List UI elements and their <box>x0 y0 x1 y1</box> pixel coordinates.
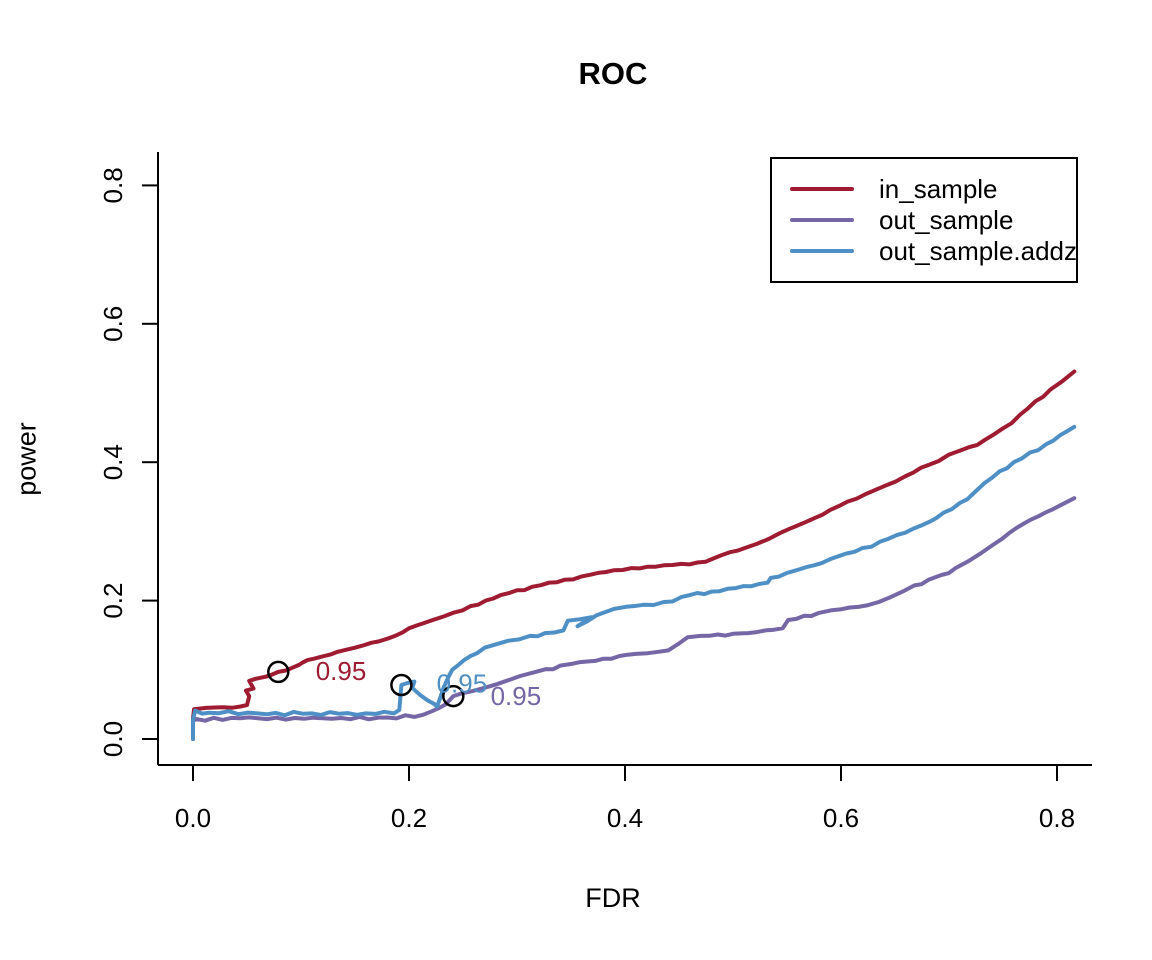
legend-entry: out_sample <box>790 205 1076 236</box>
legend-entry: out_sample.addz <box>790 236 1078 267</box>
threshold-marker <box>442 684 465 708</box>
threshold-label: 0.95 <box>491 681 542 711</box>
legend: in_sample out_sample out_sample.addz <box>770 157 1078 283</box>
threshold-marker <box>390 673 413 697</box>
y-tick-label: 0.6 <box>98 306 128 342</box>
legend-line-swatch <box>790 249 854 253</box>
threshold-label: 0.95 <box>437 669 488 699</box>
y-axis-label: power <box>11 422 42 496</box>
x-tick-label: 0.2 <box>391 803 427 833</box>
y-tick-label: 0.4 <box>98 444 128 480</box>
threshold-marker <box>267 660 290 684</box>
legend-line-swatch <box>790 187 854 191</box>
legend-entry: in_sample <box>790 174 1076 205</box>
x-tick-label: 0.0 <box>175 803 211 833</box>
curve-in_sample <box>191 369 1077 741</box>
y-tick-label: 0.8 <box>98 167 128 203</box>
x-tick-label: 0.6 <box>823 803 859 833</box>
y-tick-label: 0.0 <box>98 721 128 757</box>
legend-entry-label: in_sample <box>879 174 998 204</box>
curve-out_sample.addz <box>191 424 1077 741</box>
x-tick-label: 0.4 <box>607 803 643 833</box>
legend-line-swatch <box>790 218 854 222</box>
curve-out_sample <box>191 496 1077 741</box>
legend-entry-label: out_sample.addz <box>879 236 1078 266</box>
x-tick-label: 0.8 <box>1039 803 1075 833</box>
y-tick-label: 0.2 <box>98 583 128 619</box>
legend-entry-label: out_sample <box>879 205 1014 235</box>
chart-title: ROC <box>578 56 648 91</box>
threshold-label: 0.95 <box>316 656 367 686</box>
x-axis-label: FDR <box>585 883 641 913</box>
